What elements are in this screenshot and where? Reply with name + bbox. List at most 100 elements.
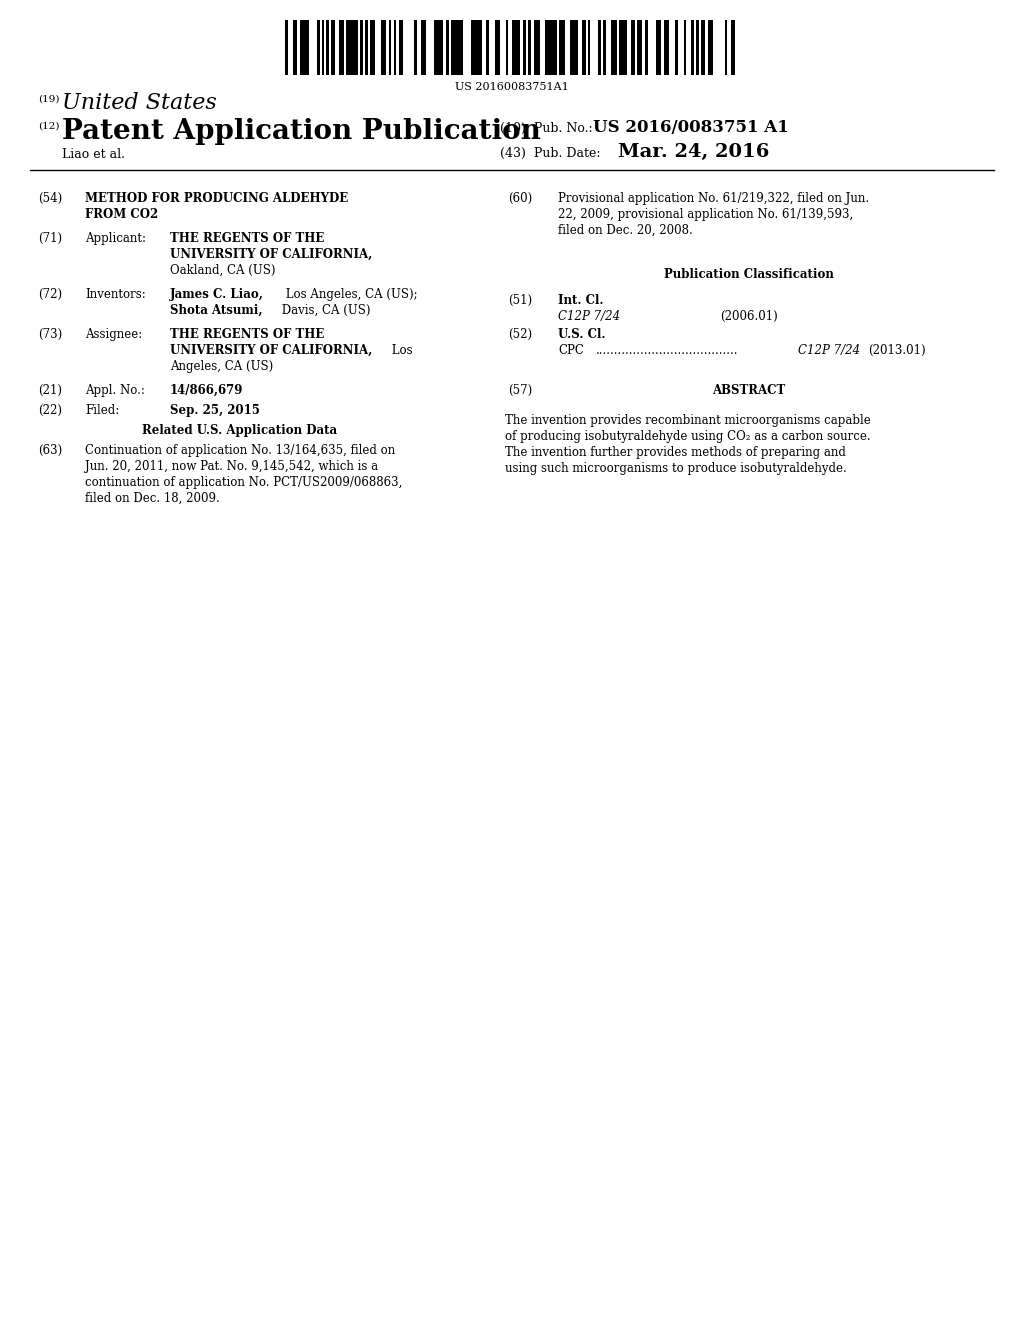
Bar bbox=[656, 20, 662, 75]
Text: Davis, CA (US): Davis, CA (US) bbox=[278, 304, 371, 317]
Text: 14/866,679: 14/866,679 bbox=[170, 384, 244, 397]
Bar bbox=[598, 20, 601, 75]
Text: U.S. Cl.: U.S. Cl. bbox=[558, 327, 605, 341]
Bar bbox=[322, 20, 324, 75]
Bar bbox=[588, 20, 590, 75]
Bar bbox=[675, 20, 678, 75]
Bar bbox=[620, 20, 628, 75]
Bar bbox=[495, 20, 501, 75]
Text: Los: Los bbox=[388, 345, 413, 356]
Text: filed on Dec. 20, 2008.: filed on Dec. 20, 2008. bbox=[558, 224, 693, 238]
Text: US 20160083751A1: US 20160083751A1 bbox=[455, 82, 569, 92]
Bar bbox=[399, 20, 403, 75]
Text: James C. Liao,: James C. Liao, bbox=[170, 288, 264, 301]
Text: (2006.01): (2006.01) bbox=[720, 310, 778, 323]
Text: of producing isobutyraldehyde using CO₂ as a carbon source.: of producing isobutyraldehyde using CO₂ … bbox=[505, 430, 870, 444]
Text: UNIVERSITY OF CALIFORNIA,: UNIVERSITY OF CALIFORNIA, bbox=[170, 345, 373, 356]
Text: (43)  Pub. Date:: (43) Pub. Date: bbox=[500, 147, 600, 160]
Text: (72): (72) bbox=[38, 288, 62, 301]
Bar bbox=[559, 20, 564, 75]
Text: FROM CO2: FROM CO2 bbox=[85, 209, 159, 220]
Bar bbox=[696, 20, 698, 75]
Bar bbox=[701, 20, 706, 75]
Text: (54): (54) bbox=[38, 191, 62, 205]
Text: Applicant:: Applicant: bbox=[85, 232, 146, 246]
Text: (73): (73) bbox=[38, 327, 62, 341]
Text: Patent Application Publication: Patent Application Publication bbox=[62, 117, 541, 145]
Text: Los Angeles, CA (US);: Los Angeles, CA (US); bbox=[282, 288, 418, 301]
Bar bbox=[285, 20, 288, 75]
Bar bbox=[393, 20, 396, 75]
Bar bbox=[582, 20, 586, 75]
Bar bbox=[381, 20, 386, 75]
Text: Provisional application No. 61/219,322, filed on Jun.: Provisional application No. 61/219,322, … bbox=[558, 191, 869, 205]
Text: Mar. 24, 2016: Mar. 24, 2016 bbox=[618, 143, 769, 161]
Text: US 2016/0083751 A1: US 2016/0083751 A1 bbox=[593, 119, 788, 136]
Bar bbox=[684, 20, 686, 75]
Text: continuation of application No. PCT/US2009/068863,: continuation of application No. PCT/US20… bbox=[85, 477, 402, 488]
Bar bbox=[708, 20, 713, 75]
Bar bbox=[434, 20, 442, 75]
Bar bbox=[570, 20, 579, 75]
Bar bbox=[366, 20, 368, 75]
Text: Appl. No.:: Appl. No.: bbox=[85, 384, 144, 397]
Bar bbox=[332, 20, 335, 75]
Bar bbox=[452, 20, 463, 75]
Text: (12): (12) bbox=[38, 121, 59, 131]
Text: (71): (71) bbox=[38, 232, 62, 246]
Bar bbox=[645, 20, 648, 75]
Text: (51): (51) bbox=[508, 294, 532, 308]
Bar bbox=[370, 20, 376, 75]
Bar bbox=[603, 20, 606, 75]
Bar bbox=[327, 20, 329, 75]
Text: ABSTRACT: ABSTRACT bbox=[712, 384, 785, 397]
Bar bbox=[300, 20, 308, 75]
Text: ......................................: ...................................... bbox=[596, 345, 738, 356]
Text: filed on Dec. 18, 2009.: filed on Dec. 18, 2009. bbox=[85, 492, 220, 506]
Text: Filed:: Filed: bbox=[85, 404, 119, 417]
Text: THE REGENTS OF THE: THE REGENTS OF THE bbox=[170, 327, 325, 341]
Text: Assignee:: Assignee: bbox=[85, 327, 142, 341]
Bar bbox=[528, 20, 530, 75]
Text: (2013.01): (2013.01) bbox=[868, 345, 926, 356]
Text: United States: United States bbox=[62, 92, 217, 114]
Text: (57): (57) bbox=[508, 384, 532, 397]
Text: Inventors:: Inventors: bbox=[85, 288, 145, 301]
Text: (52): (52) bbox=[508, 327, 532, 341]
Text: Int. Cl.: Int. Cl. bbox=[558, 294, 603, 308]
Bar bbox=[293, 20, 297, 75]
Text: Liao et al.: Liao et al. bbox=[62, 148, 125, 161]
Text: Publication Classification: Publication Classification bbox=[664, 268, 834, 281]
Bar bbox=[485, 20, 489, 75]
Bar bbox=[535, 20, 540, 75]
Bar bbox=[512, 20, 520, 75]
Bar bbox=[446, 20, 449, 75]
Bar bbox=[545, 20, 557, 75]
Text: The invention provides recombinant microorganisms capable: The invention provides recombinant micro… bbox=[505, 414, 870, 426]
Bar bbox=[421, 20, 426, 75]
Text: (19): (19) bbox=[38, 95, 59, 104]
Text: CPC: CPC bbox=[558, 345, 584, 356]
Bar bbox=[731, 20, 734, 75]
Text: (60): (60) bbox=[508, 191, 532, 205]
Text: METHOD FOR PRODUCING ALDEHYDE: METHOD FOR PRODUCING ALDEHYDE bbox=[85, 191, 348, 205]
Text: using such microorganisms to produce isobutyraldehyde.: using such microorganisms to produce iso… bbox=[505, 462, 847, 475]
Bar bbox=[523, 20, 525, 75]
Text: Related U.S. Application Data: Related U.S. Application Data bbox=[142, 424, 338, 437]
Text: THE REGENTS OF THE: THE REGENTS OF THE bbox=[170, 232, 325, 246]
Text: (63): (63) bbox=[38, 444, 62, 457]
Bar bbox=[388, 20, 391, 75]
Text: C12P 7/24: C12P 7/24 bbox=[798, 345, 860, 356]
Bar bbox=[631, 20, 635, 75]
Bar bbox=[506, 20, 508, 75]
Bar bbox=[339, 20, 344, 75]
Bar bbox=[611, 20, 616, 75]
Text: UNIVERSITY OF CALIFORNIA,: UNIVERSITY OF CALIFORNIA, bbox=[170, 248, 373, 261]
Text: Sep. 25, 2015: Sep. 25, 2015 bbox=[170, 404, 260, 417]
Text: Angeles, CA (US): Angeles, CA (US) bbox=[170, 360, 273, 374]
Bar bbox=[360, 20, 364, 75]
Text: 22, 2009, provisional application No. 61/139,593,: 22, 2009, provisional application No. 61… bbox=[558, 209, 853, 220]
Bar bbox=[471, 20, 482, 75]
Bar bbox=[316, 20, 319, 75]
Text: (10)  Pub. No.:: (10) Pub. No.: bbox=[500, 121, 593, 135]
